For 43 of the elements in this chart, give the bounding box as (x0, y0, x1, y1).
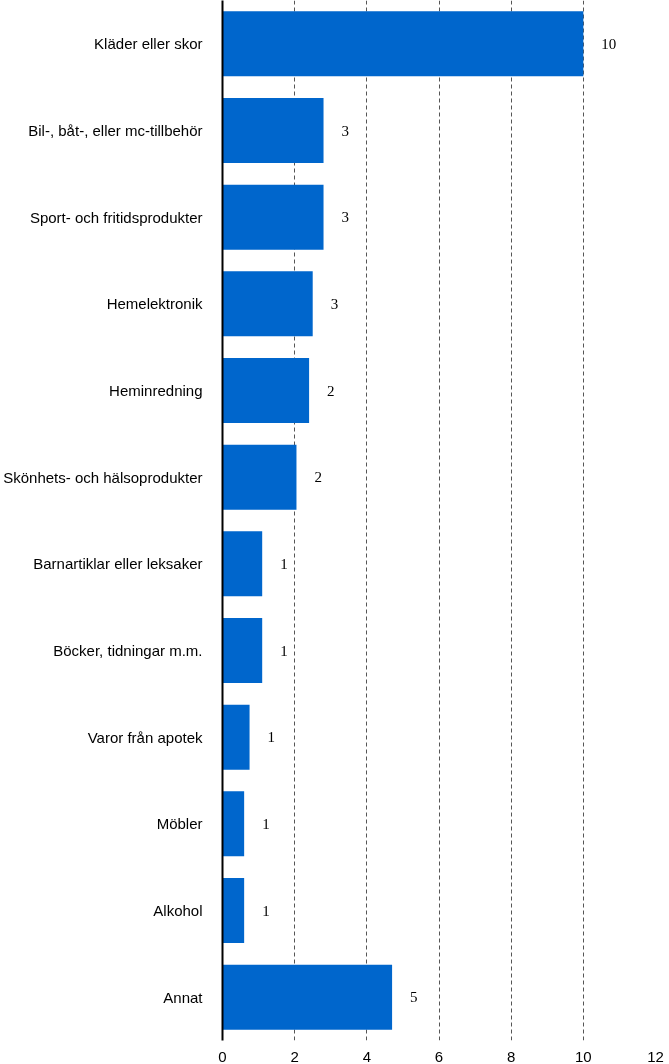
bar (222, 618, 263, 683)
y-tick-label: Heminredning (109, 382, 203, 399)
y-tick-label: Alkohol (153, 902, 203, 919)
y-tick-label: Bil-, båt-, eller mc-tillbehör (28, 122, 203, 139)
bar (222, 184, 324, 250)
bar (222, 964, 393, 1030)
data-label: 1 (262, 902, 270, 919)
data-label: 1 (267, 729, 276, 746)
y-tick-label: Barnartiklar eller leksaker (33, 555, 203, 573)
data-label: 1 (280, 555, 288, 572)
data-label: 1 (262, 815, 270, 832)
y-tick-label: Sport- och fritidsprodukter (29, 208, 203, 226)
bar (222, 98, 324, 163)
x-tick-label: 10 (574, 1047, 592, 1064)
y-tick-label: Hemelektronik (106, 295, 203, 313)
bar (222, 531, 263, 597)
x-tick-label: 6 (434, 1047, 444, 1064)
data-label: 3 (341, 209, 350, 226)
data-label: 3 (330, 295, 339, 312)
bar (222, 791, 245, 857)
data-label: 2 (327, 382, 335, 399)
bar (222, 878, 245, 943)
bar (222, 11, 584, 77)
data-label: 3 (341, 122, 350, 139)
bar (222, 444, 297, 510)
x-tick-label: 8 (507, 1047, 516, 1064)
data-label: 2 (314, 469, 322, 486)
x-tick-label: 2 (290, 1047, 299, 1064)
data-label: 5 (410, 989, 418, 1006)
data-label: 1 (280, 642, 288, 659)
y-tick-label: Varor från apotek (87, 728, 203, 746)
data-label: 10 (601, 35, 617, 52)
y-tick-label: Kläder eller skor (94, 35, 203, 53)
y-tick-label: Möbler (156, 815, 203, 833)
y-tick-label: Skönhets- och hälsoprodukter (3, 468, 203, 486)
x-tick-label: 12 (647, 1047, 664, 1064)
bar (222, 358, 310, 423)
x-tick-label: 4 (362, 1047, 372, 1064)
bar (222, 704, 250, 770)
y-tick-label: Annat (163, 988, 204, 1006)
bar (222, 271, 313, 337)
x-tick-label: 0 (218, 1047, 227, 1064)
y-tick-label: Böcker, tidningar m.m. (53, 642, 203, 659)
